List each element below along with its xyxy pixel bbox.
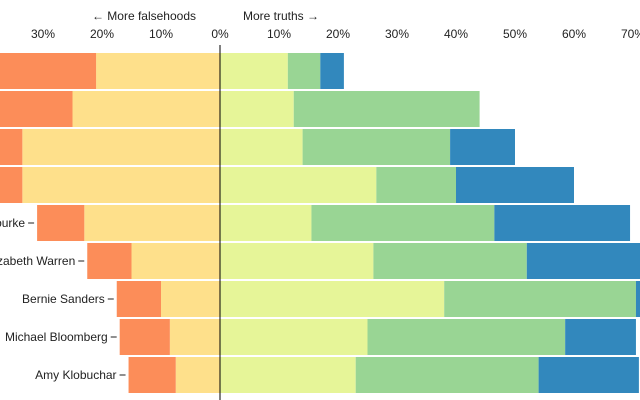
row-label: Bernie Sanders — [22, 292, 105, 306]
x-tick-label: 0% — [211, 27, 229, 41]
bar-segment — [320, 53, 344, 89]
bar-segment — [87, 243, 132, 279]
x-tick-label: 60% — [562, 27, 586, 41]
x-tick-label: 10% — [267, 27, 291, 41]
bar-segment — [456, 167, 574, 203]
bar-segment — [220, 91, 294, 127]
bar-segment — [538, 357, 639, 393]
bar-rows — [0, 53, 640, 393]
x-axis-ticks: 30% 20% 10% 0% 10% 20% 30% 40% 50% 60% 70% — [31, 27, 640, 41]
bar-segment — [84, 205, 220, 241]
x-tick-label: 50% — [503, 27, 527, 41]
bar-segment — [119, 319, 170, 355]
bar-row — [37, 205, 631, 241]
row-label: Amy Klobuchar — [35, 368, 116, 382]
row-labels: ourke zabeth Warren Bernie Sanders Michael … — [0, 216, 126, 382]
header-more-truths: More truths → — [243, 9, 319, 23]
bar-segment — [373, 243, 527, 279]
bar-segment — [128, 357, 176, 393]
x-tick-label: 30% — [31, 27, 55, 41]
bar-row — [0, 53, 344, 89]
bar-segment — [494, 205, 631, 241]
bar-segment — [0, 129, 23, 165]
row-label: zabeth Warren — [0, 254, 75, 268]
bar-segment — [220, 357, 356, 393]
bar-segment — [22, 129, 220, 165]
bar-segment — [450, 129, 515, 165]
bar-segment — [220, 53, 288, 89]
bar-segment — [293, 91, 480, 127]
x-tick-label: 20% — [326, 27, 350, 41]
bar-segment — [367, 319, 566, 355]
row-label: Michael Bloomberg — [5, 330, 108, 344]
bar-row — [0, 129, 515, 165]
bar-segment — [169, 319, 220, 355]
bar-segment — [131, 243, 220, 279]
bar-row — [0, 91, 480, 127]
bar-row — [128, 357, 639, 393]
bar-segment — [116, 281, 161, 317]
bar-segment — [287, 53, 321, 89]
bar-segment — [175, 357, 220, 393]
bar-segment — [220, 281, 445, 317]
bar-segment — [37, 205, 85, 241]
header-more-falsehoods: ← More falsehoods — [92, 9, 196, 23]
bar-segment — [72, 91, 220, 127]
x-tick-label: 40% — [444, 27, 468, 41]
bar-segment — [161, 281, 220, 317]
bar-segment — [220, 319, 368, 355]
bar-segment — [311, 205, 495, 241]
bar-segment — [635, 281, 640, 317]
bar-row — [116, 281, 640, 317]
bar-segment — [0, 167, 23, 203]
bar-segment — [376, 167, 456, 203]
bar-row — [87, 243, 640, 279]
row-label: ourke — [0, 216, 25, 230]
bar-segment — [526, 243, 640, 279]
x-tick-label: 20% — [90, 27, 114, 41]
bar-segment — [444, 281, 636, 317]
bar-segment — [220, 205, 312, 241]
bar-segment — [355, 357, 539, 393]
bar-segment — [0, 53, 97, 89]
x-tick-label: 10% — [149, 27, 173, 41]
bar-segment — [96, 53, 220, 89]
bar-row — [119, 319, 636, 355]
bar-segment — [220, 129, 303, 165]
x-tick-label: 70% — [621, 27, 640, 41]
bar-segment — [0, 91, 73, 127]
bar-segment — [565, 319, 636, 355]
bar-segment — [220, 243, 374, 279]
x-tick-label: 30% — [385, 27, 409, 41]
bar-row — [0, 167, 574, 203]
bar-segment — [220, 167, 377, 203]
bar-segment — [22, 167, 220, 203]
bar-segment — [302, 129, 451, 165]
